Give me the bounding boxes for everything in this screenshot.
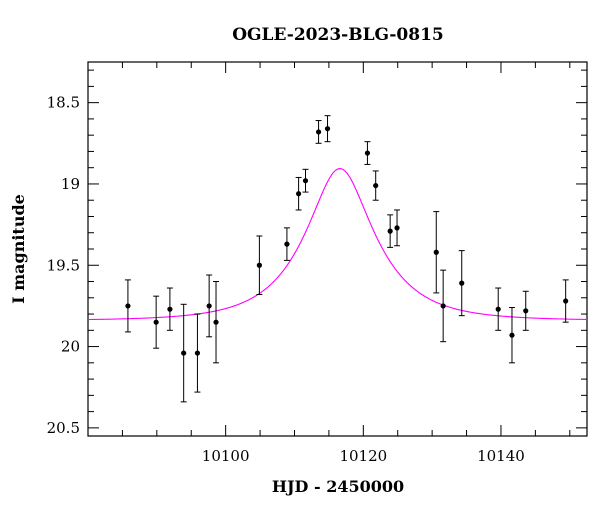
data-marker [433, 249, 439, 255]
data-marker [459, 280, 465, 286]
data-point [124, 279, 131, 333]
data-marker [181, 350, 187, 356]
y-tick-label: 19 [61, 175, 80, 193]
data-marker [213, 319, 219, 325]
data-point [433, 211, 440, 294]
data-marker [302, 178, 309, 184]
data-marker [296, 191, 302, 197]
data-point [180, 303, 187, 403]
tick-labels: 10100 10120 10140 18.5 19 19.5 20 20.5 [47, 94, 525, 465]
data-marker [509, 332, 515, 338]
data-point [364, 141, 371, 165]
x-tick-label: 10120 [339, 447, 387, 465]
data-point [508, 307, 515, 364]
data-point [387, 214, 394, 248]
model-curve [87, 168, 588, 321]
data-points [124, 115, 569, 403]
chart-title: OGLE-2023-BLG-0815 [232, 25, 444, 45]
axis-ticks [88, 62, 587, 436]
data-point [394, 209, 401, 247]
x-tick-label: 10140 [477, 447, 525, 465]
y-tick-label: 19.5 [47, 256, 80, 274]
data-point [295, 176, 302, 211]
data-marker [373, 182, 379, 189]
data-marker [256, 262, 262, 268]
data-point [302, 168, 309, 193]
data-marker [167, 306, 173, 312]
data-marker [523, 308, 529, 314]
data-marker [194, 350, 201, 356]
data-marker [125, 303, 131, 309]
data-marker [495, 306, 501, 312]
data-point [315, 120, 322, 144]
data-point [194, 313, 201, 393]
data-marker [364, 150, 371, 156]
data-point [372, 170, 379, 201]
data-marker [440, 303, 446, 309]
data-point [458, 250, 465, 317]
data-point [324, 115, 331, 143]
data-point [522, 290, 529, 331]
x-tick-label: 10100 [202, 447, 250, 465]
data-point [283, 227, 290, 261]
data-point [495, 287, 502, 331]
data-marker [153, 319, 159, 325]
data-marker [206, 303, 212, 309]
data-marker [324, 126, 331, 132]
model-curve-path [87, 168, 588, 321]
data-point [440, 269, 447, 343]
data-marker [387, 228, 393, 234]
y-axis-label: I magnitude [9, 194, 28, 304]
data-marker [284, 241, 290, 247]
data-point [213, 281, 220, 364]
data-point [166, 287, 173, 331]
plot-frame [87, 61, 588, 437]
data-marker [563, 298, 569, 304]
data-point [562, 279, 569, 323]
data-point [206, 274, 213, 338]
data-point [256, 235, 263, 296]
x-axis-label: HJD - 2450000 [272, 477, 404, 496]
y-tick-label: 20 [61, 338, 80, 356]
y-tick-label: 18.5 [47, 94, 80, 112]
y-tick-label: 20.5 [47, 419, 80, 437]
data-marker [394, 225, 400, 231]
data-marker [315, 129, 322, 135]
data-point [153, 295, 160, 349]
